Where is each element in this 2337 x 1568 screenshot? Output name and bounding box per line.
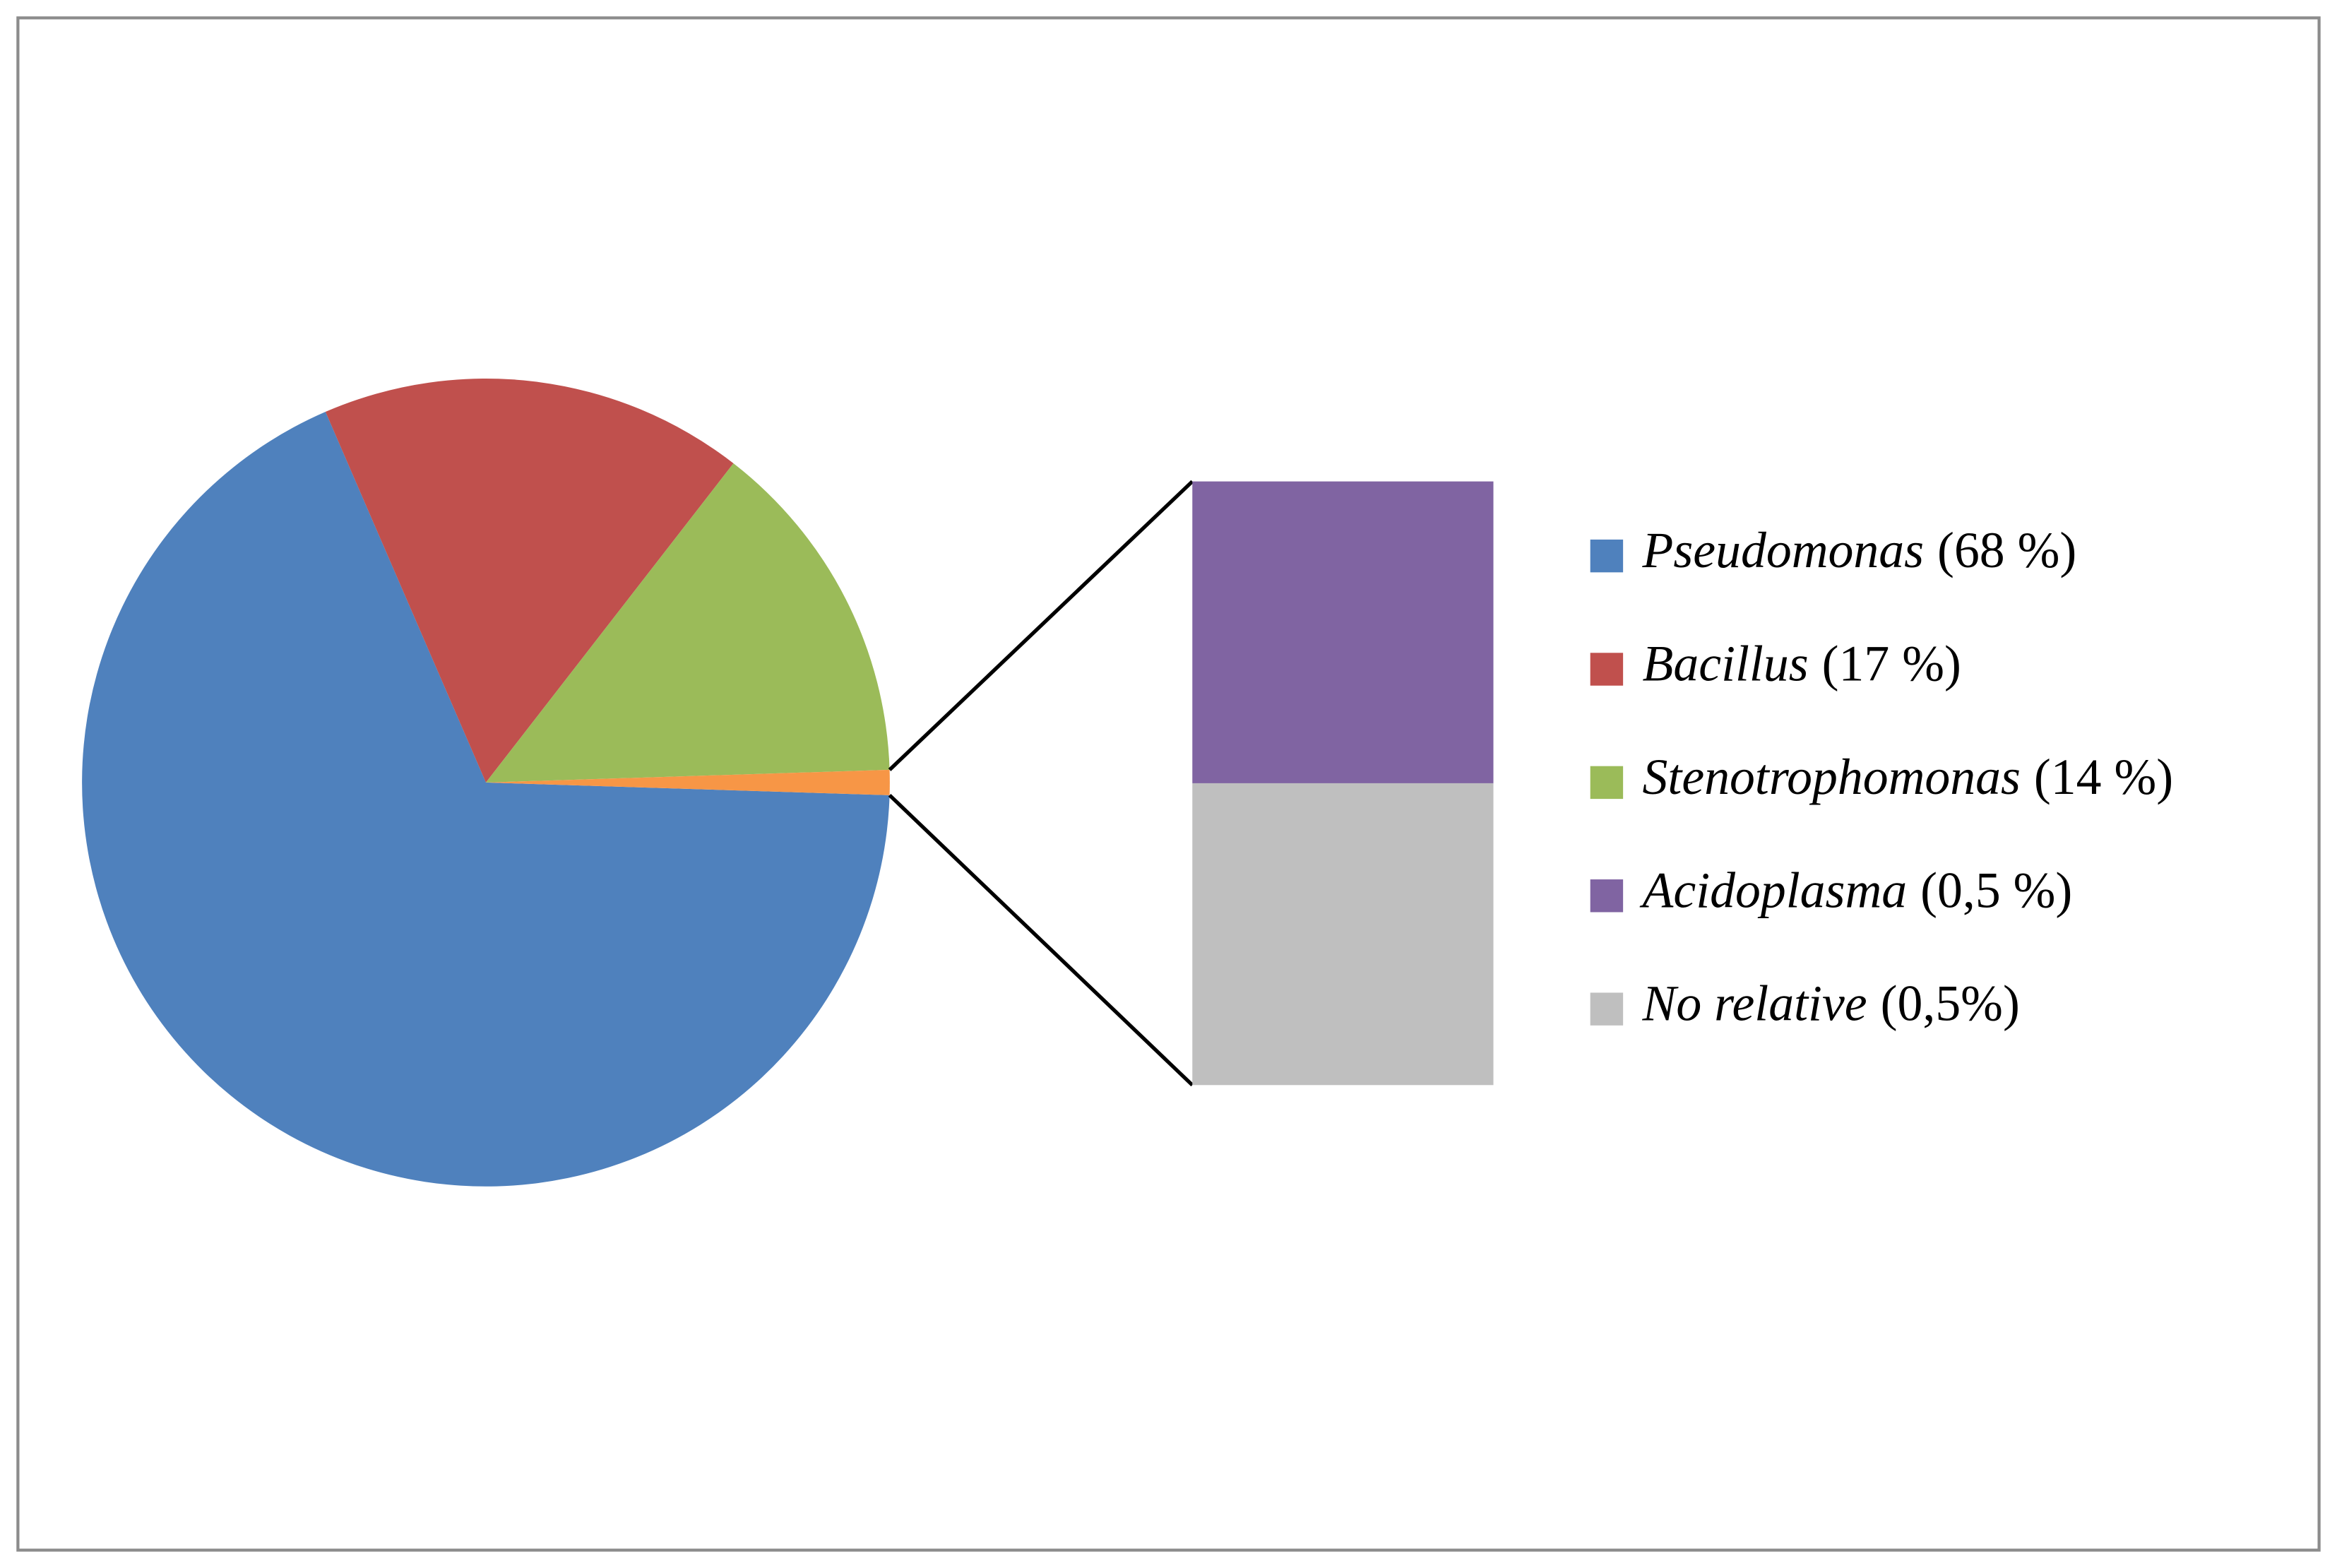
legend-value: (0,5%) <box>1881 975 2020 1032</box>
legend-name: Bacillus <box>1643 636 1809 692</box>
legend-swatch <box>1590 879 1624 913</box>
legend-name: No relative <box>1642 975 1867 1032</box>
legend-value: (0,5 %) <box>1920 862 2072 919</box>
legend-value: (17 %) <box>1822 636 1961 692</box>
legend-swatch <box>1590 539 1624 573</box>
pie-slice <box>325 379 734 783</box>
bar-segment <box>1192 783 1494 1086</box>
legend-label: Stenotrophomonas (14 %) <box>1643 749 2174 805</box>
legend-name: Stenotrophomonas <box>1643 749 2021 805</box>
pie-slice <box>485 463 890 783</box>
connector-line <box>888 480 1194 771</box>
legend: Pseudomonas (68 %) Bacillus (17 %) Stenotrop… <box>1590 523 2174 1032</box>
legend-label: No relative (0,5%) <box>1642 975 2020 1032</box>
legend-label: Pseudomonas (68 %) <box>1642 523 2077 579</box>
legend-name: Pseudomonas <box>1642 523 1925 579</box>
legend-swatch <box>1590 766 1624 800</box>
legend-swatch <box>1590 653 1624 686</box>
legend-value: (68 %) <box>1937 523 2076 579</box>
pie-slice <box>485 769 890 795</box>
legend-label: Bacillus (17 %) <box>1643 636 1961 692</box>
legend-name: Acidoplasma <box>1640 862 1908 919</box>
legend-value: (14 %) <box>2034 749 2173 805</box>
bar-segment <box>1192 481 1494 783</box>
legend-swatch <box>1590 992 1624 1026</box>
pie-slice <box>82 412 890 1187</box>
connector-line <box>888 793 1194 1087</box>
legend-label: Acidoplasma (0,5 %) <box>1640 862 2073 919</box>
